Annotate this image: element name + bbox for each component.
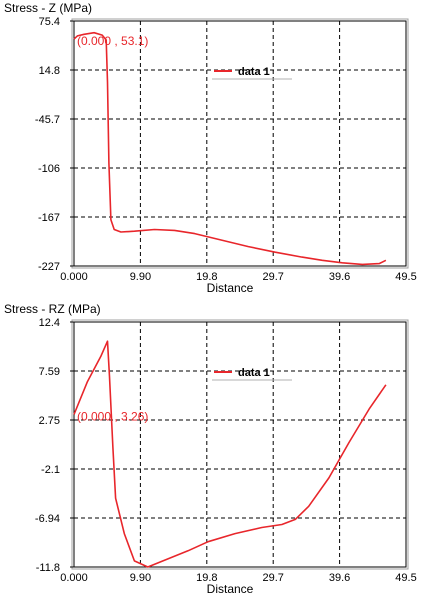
chart-title: Stress - Z (MPa)	[4, 1, 92, 15]
legend-label: data 1	[238, 367, 270, 379]
plot-area	[73, 321, 407, 568]
series-line-data-1	[73, 340, 387, 568]
y-tick-label: -227	[38, 261, 60, 273]
x-tick-label: 29.7	[262, 271, 283, 283]
x-tick-label: 29.7	[262, 572, 283, 584]
x-tick-label: 0.000	[60, 572, 88, 584]
y-tick-label: -167	[38, 212, 60, 224]
stress-rz-chart-svg: Stress - RZ (MPa)12.4 7.59 2.75 -2.1 -6.94 -1…	[4, 302, 417, 596]
x-tick-label: 39.6	[329, 572, 350, 584]
y-tick-label: -106	[38, 163, 60, 175]
x-tick-label: 39.6	[329, 271, 350, 283]
x-tick-label: 19.8	[196, 271, 217, 283]
y-tick-label: 75.4	[39, 16, 60, 28]
stress-z-chart: Stress - Z (MPa) 75.4 14.8 -45.7 -106 -167 -22…	[4, 1, 417, 295]
x-tick-label: 19.8	[196, 572, 217, 584]
y-tick-label: -6.94	[35, 513, 60, 525]
y-tick-label: 12.4	[39, 317, 60, 329]
x-tick-label: 49.5	[395, 572, 416, 584]
plot-area	[73, 20, 407, 267]
x-axis-label: Distance	[207, 582, 254, 596]
y-tick-label: -2.1	[41, 464, 60, 476]
x-axis-label: Distance	[207, 281, 254, 295]
data-point-annotation: (0.000 , 3.26)	[77, 410, 148, 424]
stress-rz-chart: Stress - RZ (MPa) 12.4 7.59 2.75 -2.1 -6.94 -1…	[0, 301, 446, 602]
y-tick-label: 7.59	[39, 366, 60, 378]
x-tick-label: 9.90	[130, 271, 151, 283]
y-tick-label: -45.7	[35, 114, 60, 126]
y-tick-label: 14.8	[39, 65, 60, 77]
stress-z-chart-svg: Stress - Z (MPa)75.4 14.8 -45.7 -106 -167 -22…	[4, 1, 417, 295]
x-tick-label: 0.000	[60, 271, 88, 283]
y-tick-label: 2.75	[39, 415, 60, 427]
series-line-data-1	[73, 31, 387, 266]
data-point-annotation: (0.000 , 53.1)	[77, 34, 148, 48]
y-tick-label: -11.8	[36, 562, 60, 574]
plot-outer-border	[71, 319, 409, 570]
plot-outer-border	[71, 18, 409, 269]
x-tick-label: 9.90	[130, 572, 151, 584]
legend-label: data 1	[238, 66, 270, 78]
x-tick-label: 49.5	[395, 271, 416, 283]
chart-title: Stress - RZ (MPa)	[4, 302, 101, 316]
